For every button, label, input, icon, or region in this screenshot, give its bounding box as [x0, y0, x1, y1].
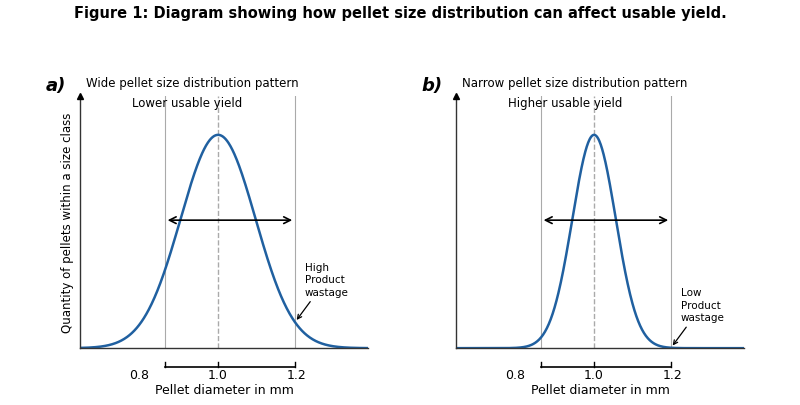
Text: b): b): [422, 77, 442, 95]
Text: Lower usable yield: Lower usable yield: [132, 97, 242, 110]
Text: Figure 1: Diagram showing how pellet size distribution can affect usable yield.: Figure 1: Diagram showing how pellet siz…: [74, 6, 726, 21]
X-axis label: Pellet diameter in mm: Pellet diameter in mm: [154, 384, 294, 396]
Text: Higher usable yield: Higher usable yield: [508, 97, 622, 110]
Text: a): a): [46, 77, 66, 95]
Text: Narrow pellet size distribution pattern: Narrow pellet size distribution pattern: [462, 77, 687, 90]
Text: Wide pellet size distribution pattern: Wide pellet size distribution pattern: [86, 77, 298, 90]
X-axis label: Pellet diameter in mm: Pellet diameter in mm: [530, 384, 670, 396]
Y-axis label: Quantity of pellets within a size class: Quantity of pellets within a size class: [62, 113, 74, 333]
Text: High
Product
wastage: High Product wastage: [298, 262, 349, 319]
Text: Low
Product
wastage: Low Product wastage: [674, 288, 725, 345]
